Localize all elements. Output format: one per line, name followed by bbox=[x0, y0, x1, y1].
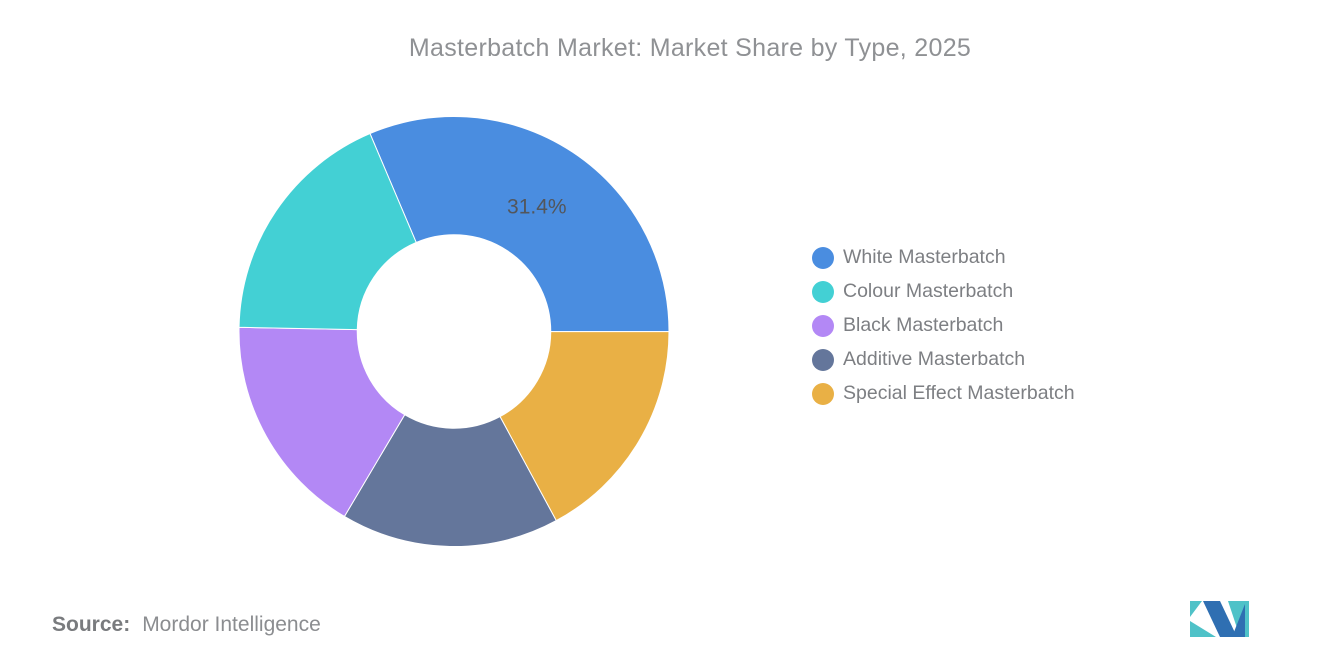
donut-slice-colour-masterbatch[interactable] bbox=[238, 132, 417, 331]
legend-item-white-masterbatch[interactable]: White Masterbatch bbox=[812, 246, 1075, 269]
donut-slice-white-masterbatch[interactable] bbox=[369, 116, 670, 333]
source-label: Source: bbox=[52, 613, 131, 636]
donut-slice-special-effect-masterbatch[interactable] bbox=[499, 331, 670, 522]
logo-shape bbox=[1190, 621, 1216, 637]
logo-shape bbox=[1203, 601, 1237, 637]
legend-swatch-icon bbox=[812, 280, 834, 303]
slice-data-label: 31.4% bbox=[507, 195, 567, 218]
legend-label: Colour Masterbatch bbox=[843, 280, 1014, 302]
mordor-intelligence-logo bbox=[1190, 601, 1249, 637]
source-value: Mordor Intelligence bbox=[142, 613, 321, 636]
donut-slice-black-masterbatch[interactable] bbox=[238, 326, 406, 518]
legend-item-black-masterbatch[interactable]: Black Masterbatch bbox=[812, 314, 1075, 337]
source-note: Source: Mordor Intelligence bbox=[52, 613, 321, 637]
legend-label: Black Masterbatch bbox=[843, 314, 1004, 336]
donut-slice-additive-masterbatch[interactable] bbox=[343, 414, 557, 547]
logo-shape bbox=[1232, 604, 1245, 637]
legend-swatch-icon bbox=[812, 348, 834, 371]
legend-label: Special Effect Masterbatch bbox=[843, 382, 1075, 404]
legend-label: Additive Masterbatch bbox=[843, 348, 1026, 370]
legend-label: White Masterbatch bbox=[843, 246, 1006, 268]
legend: White Masterbatch Colour Masterbatch Bla… bbox=[812, 246, 1075, 405]
legend-item-additive-masterbatch[interactable]: Additive Masterbatch bbox=[812, 348, 1075, 371]
legend-swatch-icon bbox=[812, 314, 834, 337]
chart-title: Masterbatch Market: Market Share by Type… bbox=[408, 34, 972, 62]
logo-shape bbox=[1190, 601, 1202, 617]
legend-item-colour-masterbatch[interactable]: Colour Masterbatch bbox=[812, 280, 1075, 303]
legend-swatch-icon bbox=[812, 382, 834, 405]
legend-swatch-icon bbox=[812, 246, 834, 269]
legend-item-special-effect-masterbatch[interactable]: Special Effect Masterbatch bbox=[812, 382, 1075, 405]
